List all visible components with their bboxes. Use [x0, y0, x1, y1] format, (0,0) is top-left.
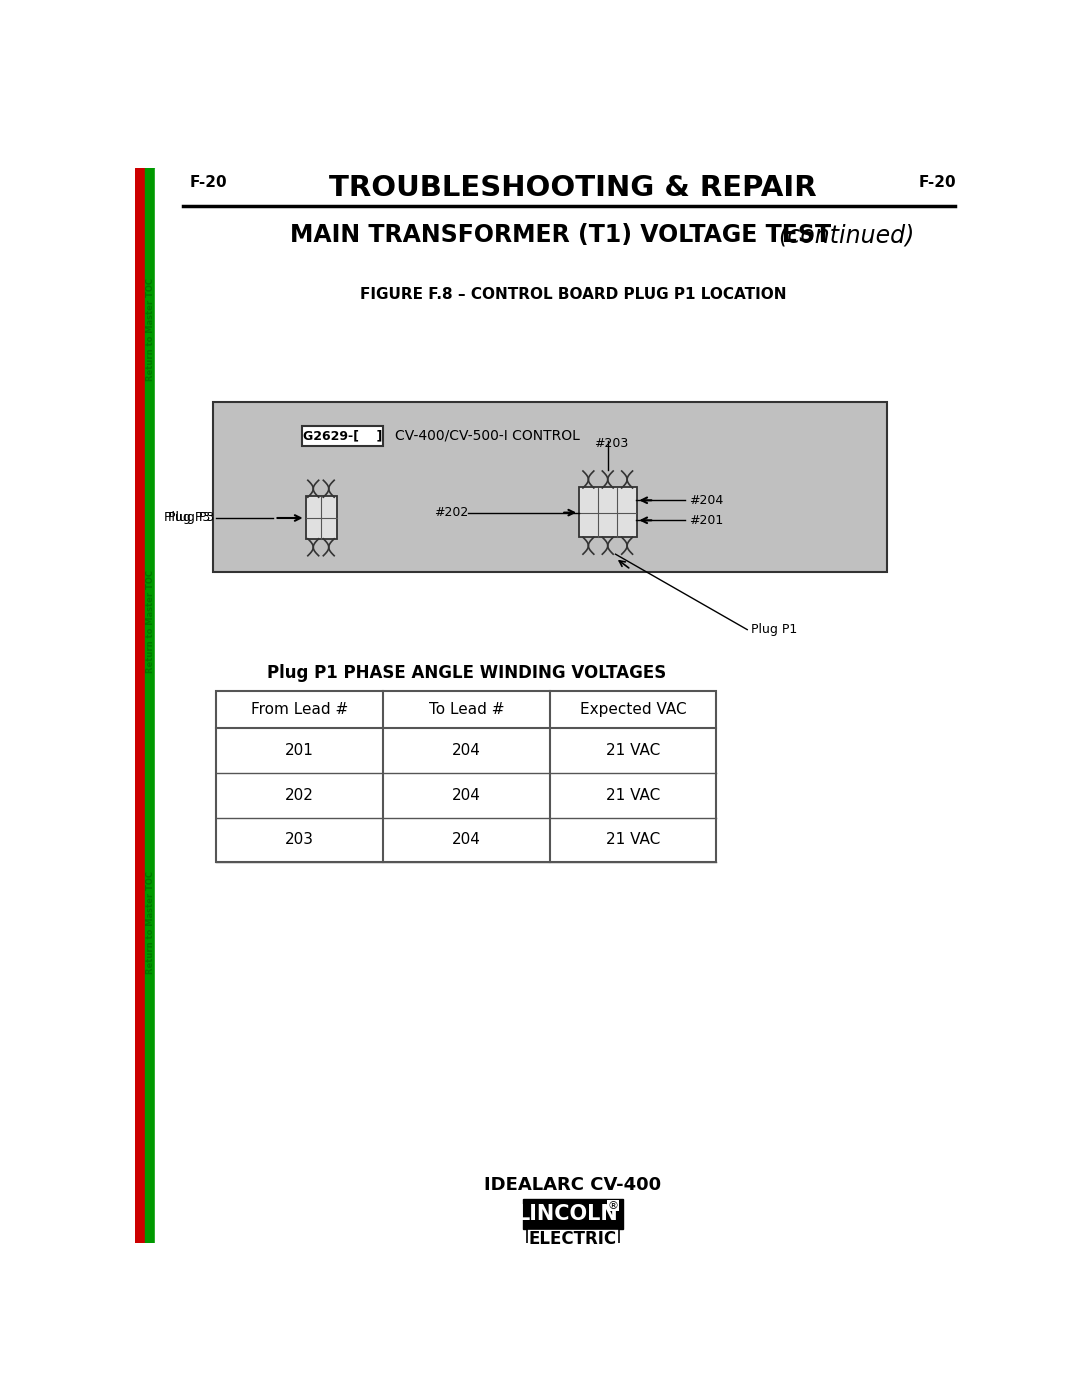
Bar	[145, 168, 156, 1243]
Text: 202: 202	[285, 788, 314, 803]
Text: LINCOLN: LINCOLN	[516, 1204, 618, 1224]
Text: Plug P3: Plug P3	[167, 511, 214, 524]
Text: ®: ®	[608, 1200, 619, 1211]
Text: Return to Section TOC: Return to Section TOC	[135, 869, 145, 975]
Text: F-20: F-20	[189, 176, 227, 190]
Text: Return to Master TOC: Return to Master TOC	[146, 570, 154, 673]
Text: Plug P1 PHASE ANGLE WINDING VOLTAGES: Plug P1 PHASE ANGLE WINDING VOLTAGES	[267, 664, 666, 682]
Text: 204: 204	[451, 788, 481, 803]
Text: #203: #203	[594, 437, 629, 450]
Bar	[579, 488, 637, 538]
Text: 21 VAC: 21 VAC	[606, 743, 660, 759]
Text: TROUBLESHOOTING & REPAIR: TROUBLESHOOTING & REPAIR	[329, 173, 816, 201]
Text: 204: 204	[451, 833, 481, 848]
Text: (continued): (continued)	[779, 224, 915, 247]
Text: Return to Master TOC: Return to Master TOC	[146, 870, 154, 974]
Text: #202: #202	[434, 506, 469, 520]
Text: MAIN TRANSFORMER (T1) VOLTAGE TEST: MAIN TRANSFORMER (T1) VOLTAGE TEST	[291, 224, 832, 247]
Text: Return to Master TOC: Return to Master TOC	[146, 278, 154, 381]
Bar	[216, 692, 716, 862]
Text: Plug P1: Plug P1	[751, 623, 797, 636]
Bar	[527, 1229, 619, 1249]
Text: 203: 203	[285, 833, 314, 848]
Text: Plug P3: Plug P3	[164, 511, 211, 524]
Text: To Lead #: To Lead #	[429, 703, 504, 717]
Text: F-20: F-20	[919, 176, 957, 190]
Text: #201: #201	[689, 514, 724, 527]
Bar	[135, 168, 145, 1243]
Bar	[156, 168, 157, 1243]
Text: Return to Section TOC: Return to Section TOC	[135, 569, 145, 675]
Text: ELECTRIC: ELECTRIC	[529, 1229, 617, 1248]
Text: 204: 204	[451, 743, 481, 759]
Text: CV-400/CV-500-I CONTROL: CV-400/CV-500-I CONTROL	[394, 429, 580, 443]
Bar	[523, 1200, 623, 1229]
Text: FIGURE F.8 – CONTROL BOARD PLUG P1 LOCATION: FIGURE F.8 – CONTROL BOARD PLUG P1 LOCAT…	[360, 286, 786, 302]
Text: 21 VAC: 21 VAC	[606, 833, 660, 848]
Text: Return to Section TOC: Return to Section TOC	[135, 277, 145, 383]
Text: 201: 201	[285, 743, 314, 759]
Bar	[301, 426, 383, 446]
Text: From Lead #: From Lead #	[251, 703, 349, 717]
Text: #204: #204	[689, 493, 724, 507]
Bar	[213, 402, 887, 571]
Text: G2629-[    ]: G2629-[ ]	[302, 429, 382, 441]
Text: 21 VAC: 21 VAC	[606, 788, 660, 803]
Text: IDEALARC CV-400: IDEALARC CV-400	[484, 1176, 661, 1194]
Bar	[306, 496, 337, 539]
Text: Expected VAC: Expected VAC	[580, 703, 686, 717]
